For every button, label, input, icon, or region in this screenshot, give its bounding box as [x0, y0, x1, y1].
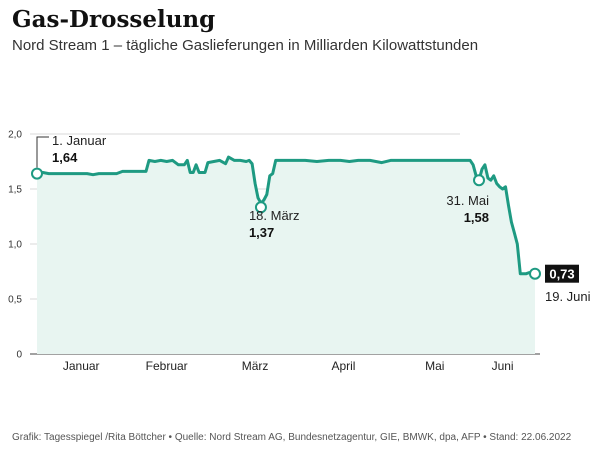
x-tick-label: Januar: [63, 359, 100, 373]
source-note: Grafik: Tagesspiegel /Rita Böttcher • Qu…: [12, 432, 572, 443]
y-tick-label: 0: [16, 350, 22, 361]
y-tick-label: 1,5: [8, 185, 22, 196]
x-tick-label: Juni: [492, 359, 514, 373]
annotation-marker: [31, 167, 43, 180]
annotation-value: 1,64: [52, 150, 78, 165]
annotation-marker: [473, 174, 486, 187]
annotation-value: 1,58: [464, 210, 489, 225]
annotation-value: 0,73: [549, 267, 574, 282]
annotation-label: 1. Januar: [52, 133, 107, 148]
y-tick-label: 1,0: [8, 240, 22, 251]
x-tick-label: April: [331, 359, 355, 373]
annotation-marker: [254, 201, 267, 214]
x-tick-label: März: [242, 359, 269, 373]
series-area: [37, 157, 535, 354]
chart-title: Gas-Drosselung: [12, 6, 216, 33]
annotation-label: 31. Mai: [446, 193, 489, 208]
annotation-leader: [36, 136, 49, 168]
annotation-label: 18. März: [249, 208, 300, 223]
annotation-marker: [529, 267, 541, 280]
series-line: [36, 155, 536, 276]
value-badge: [545, 264, 579, 283]
x-tick-label: Mai: [425, 359, 444, 373]
annotation-value: 1,37: [249, 225, 274, 240]
y-tick-label: 0,5: [8, 295, 22, 306]
annotation-label: 19. Juni: [545, 289, 591, 304]
chart-subtitle: Nord Stream 1 – tägliche Gaslieferungen …: [12, 37, 479, 54]
y-tick-label: 2,0: [8, 130, 22, 141]
x-tick-label: Februar: [146, 359, 188, 373]
